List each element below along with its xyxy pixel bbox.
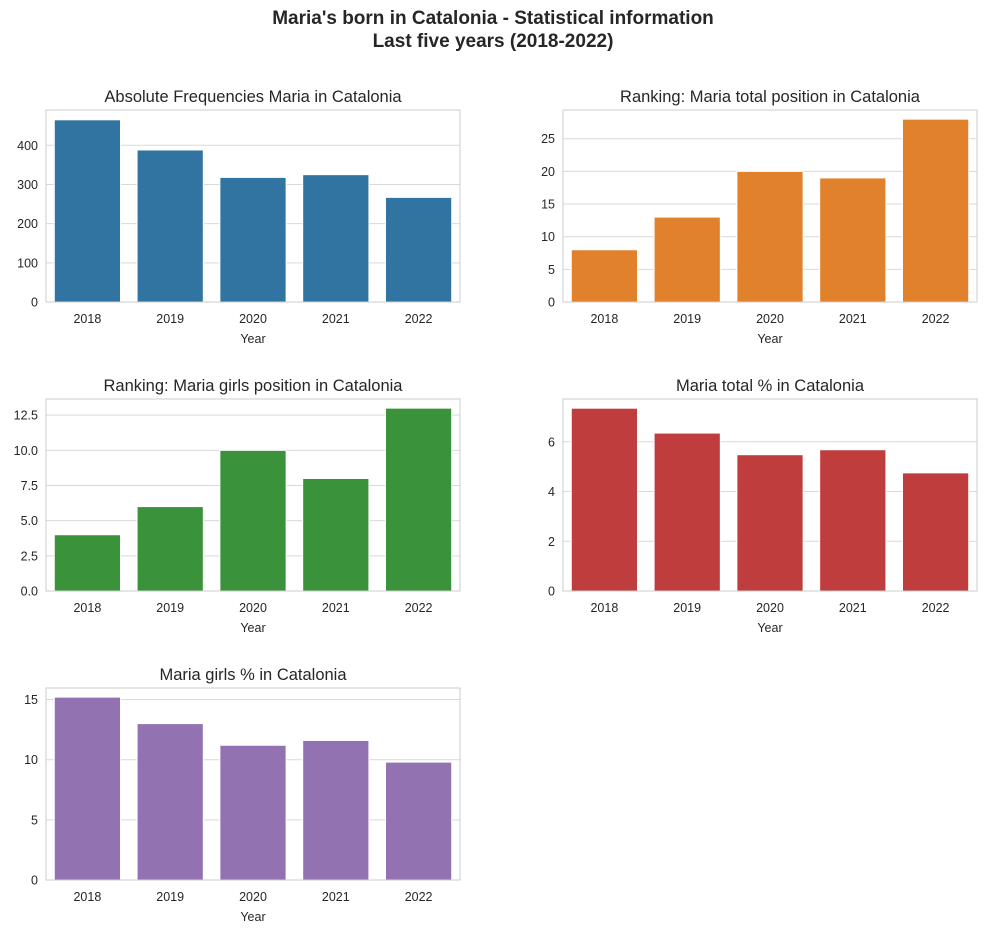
panel-5: 0 5 10 15 2018 2019 2020 2021 2022 Year Maria girl… xyxy=(24,666,461,924)
panel-1-ytick-label: 0 xyxy=(31,296,38,310)
panel-3-ytick-label: 2.5 xyxy=(21,549,38,563)
panel-3: 0.0 2.5 5.0 7.5 10.0 12.5 2018 2019 2020 2021 2022… xyxy=(14,377,461,635)
panel-4-bar-2021 xyxy=(819,449,887,592)
panel-5-xtick-label: 2018 xyxy=(73,890,101,904)
panel-2-ytick-label: 5 xyxy=(548,263,555,277)
panel-4-xtick-label: 2022 xyxy=(922,601,950,615)
panel-5-bar-2019 xyxy=(136,723,204,881)
panel-3-bar-2021 xyxy=(302,477,370,592)
panel-1-bar-2021 xyxy=(302,174,370,303)
panel-2-ytick-label: 10 xyxy=(541,230,555,244)
panel-2-bar-2020 xyxy=(736,170,804,303)
panel-5-xtick-label: 2021 xyxy=(322,890,350,904)
panel-3-bar-2022 xyxy=(384,407,453,592)
panel-3-ytick-label: 12.5 xyxy=(14,409,38,423)
panel-5-xtick-label: 2020 xyxy=(239,890,267,904)
panel-5-x-axis-label: Year xyxy=(240,910,265,924)
panel-2: 0 5 10 15 20 25 2018 2019 2020 2021 2022 Year Rankin… xyxy=(541,88,978,346)
panel-4-xtick-label: 2021 xyxy=(839,601,867,615)
panel-1-xtick-label: 2022 xyxy=(405,312,433,326)
panel-1-title: Absolute Frequencies Maria in Catalonia xyxy=(104,88,402,106)
panel-2-frame xyxy=(562,109,978,303)
panel-3-bar-2019 xyxy=(136,506,204,592)
panel-1-bar-2018 xyxy=(53,119,122,303)
panel-4-xtick-label: 2019 xyxy=(673,601,701,615)
panel-4-ytick-label: 0 xyxy=(548,585,555,599)
panel-5-ytick-label: 5 xyxy=(31,813,38,827)
panel-3-ytick-label: 0.0 xyxy=(21,585,38,599)
panel-2-xtick-label: 2022 xyxy=(922,312,950,326)
panel-4-bar-2020 xyxy=(736,454,804,592)
panel-1-xtick-label: 2020 xyxy=(239,312,267,326)
panel-4-ytick-label: 4 xyxy=(548,485,555,499)
panel-1-frame xyxy=(45,109,461,303)
panel-2-xtick-label: 2021 xyxy=(839,312,867,326)
panel-3-xtick-label: 2021 xyxy=(322,601,350,615)
panel-5-bar-2021 xyxy=(302,739,370,881)
panel-3-xtick-label: 2022 xyxy=(405,601,433,615)
panel-5-ytick-label: 0 xyxy=(31,874,38,888)
panel-2-ytick-label: 15 xyxy=(541,198,555,212)
panel-4-title: Maria total % in Catalonia xyxy=(676,377,865,395)
figure-title-line-2: Last five years (2018-2022) xyxy=(372,31,614,52)
panel-5-title: Maria girls % in Catalonia xyxy=(159,666,347,684)
panel-2-bar-2019 xyxy=(653,216,721,303)
panel-2-bar-2021 xyxy=(819,177,887,303)
panel-4-ytick-label: 6 xyxy=(548,435,555,449)
panel-1-bar-2020 xyxy=(219,176,287,303)
panel-5-bar-2018 xyxy=(53,696,122,881)
panel-4-bar-2022 xyxy=(901,472,970,592)
panel-3-bar-2020 xyxy=(219,449,287,592)
panel-1-ytick-label: 400 xyxy=(17,139,38,153)
panel-2-xtick-label: 2019 xyxy=(673,312,701,326)
panel-3-xtick-label: 2018 xyxy=(73,601,101,615)
panel-1-x-axis-label: Year xyxy=(240,332,265,346)
panel-3-ytick-label: 7.5 xyxy=(21,479,38,493)
panel-3-xtick-label: 2020 xyxy=(239,601,267,615)
panel-2-bar-2018 xyxy=(570,249,639,303)
panel-2-ytick-label: 25 xyxy=(541,132,555,146)
panel-1-ytick-label: 300 xyxy=(17,178,38,192)
panel-3-xtick-label: 2019 xyxy=(156,601,184,615)
panel-5-xtick-label: 2022 xyxy=(405,890,433,904)
panel-4-xtick-label: 2018 xyxy=(590,601,618,615)
panel-5-bar-2022 xyxy=(384,761,453,881)
panel-4-bar-2018 xyxy=(570,407,639,592)
panel-2-ytick-label: 0 xyxy=(548,296,555,310)
panel-2-xtick-label: 2018 xyxy=(590,312,618,326)
panel-2-ytick-label: 20 xyxy=(541,165,555,179)
panel-4-xtick-label: 2020 xyxy=(756,601,784,615)
panel-1-xtick-label: 2018 xyxy=(73,312,101,326)
panel-3-ytick-label: 5.0 xyxy=(21,514,38,528)
panel-1-ytick-label: 200 xyxy=(17,217,38,231)
panel-4-x-axis-label: Year xyxy=(757,621,782,635)
panel-3-title: Ranking: Maria girls position in Catalon… xyxy=(104,377,404,395)
panel-3-ytick-label: 10.0 xyxy=(14,444,38,458)
panel-5-ytick-label: 10 xyxy=(24,753,38,767)
panel-5-xtick-label: 2019 xyxy=(156,890,184,904)
panel-2-title: Ranking: Maria total position in Catalon… xyxy=(620,88,921,106)
panel-4-frame xyxy=(562,398,978,592)
panel-2-xtick-label: 2020 xyxy=(756,312,784,326)
panel-5-bar-2020 xyxy=(219,744,287,881)
panel-1-ytick-label: 100 xyxy=(17,256,38,270)
panel-5-frame xyxy=(45,687,461,881)
panel-1-bar-2019 xyxy=(136,149,204,303)
panel-3-bar-2018 xyxy=(53,534,122,592)
figure-title-line-1: Maria's born in Catalonia - Statistical … xyxy=(272,8,714,29)
panel-4: 0 2 4 6 2018 2019 2020 2021 2022 Year Maria total … xyxy=(548,377,978,635)
panel-2-x-axis-label: Year xyxy=(757,332,782,346)
panel-1-bar-2022 xyxy=(384,196,453,303)
panel-3-x-axis-label: Year xyxy=(240,621,265,635)
panel-1-xtick-label: 2019 xyxy=(156,312,184,326)
panel-5-ytick-label: 15 xyxy=(24,693,38,707)
panel-2-bar-2022 xyxy=(901,118,970,303)
panel-1-xtick-label: 2021 xyxy=(322,312,350,326)
panel-4-bar-2019 xyxy=(653,432,721,592)
panel-1: 0 100 200 300 400 2018 2019 2020 2021 2022 Year Abs… xyxy=(17,88,461,346)
panel-4-ytick-label: 2 xyxy=(548,535,555,549)
panel-3-frame xyxy=(45,398,461,592)
